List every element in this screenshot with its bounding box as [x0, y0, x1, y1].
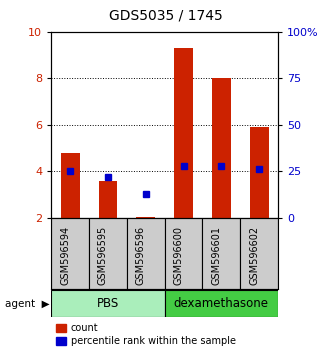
- Bar: [61, 153, 80, 218]
- Bar: [212, 78, 231, 218]
- Legend: count, percentile rank within the sample: count, percentile rank within the sample: [56, 324, 236, 346]
- Text: GSM596596: GSM596596: [136, 226, 146, 285]
- Text: GSM596601: GSM596601: [212, 226, 221, 285]
- Bar: [240, 218, 278, 289]
- Bar: [203, 218, 240, 289]
- Text: GDS5035 / 1745: GDS5035 / 1745: [109, 9, 222, 23]
- Bar: [89, 218, 127, 289]
- Bar: [127, 218, 165, 289]
- Text: dexamethasone: dexamethasone: [174, 297, 269, 310]
- Bar: [174, 48, 193, 218]
- Text: PBS: PBS: [97, 297, 119, 310]
- Text: GSM596594: GSM596594: [60, 226, 70, 285]
- Bar: [51, 218, 89, 289]
- Bar: [250, 127, 268, 218]
- Bar: [51, 290, 165, 317]
- Text: GSM596602: GSM596602: [249, 226, 259, 285]
- Bar: [99, 181, 118, 218]
- Bar: [165, 290, 278, 317]
- Bar: [136, 217, 155, 218]
- Text: agent  ▶: agent ▶: [5, 298, 50, 309]
- Text: GSM596600: GSM596600: [173, 226, 184, 285]
- Text: GSM596595: GSM596595: [98, 226, 108, 285]
- Bar: [165, 218, 203, 289]
